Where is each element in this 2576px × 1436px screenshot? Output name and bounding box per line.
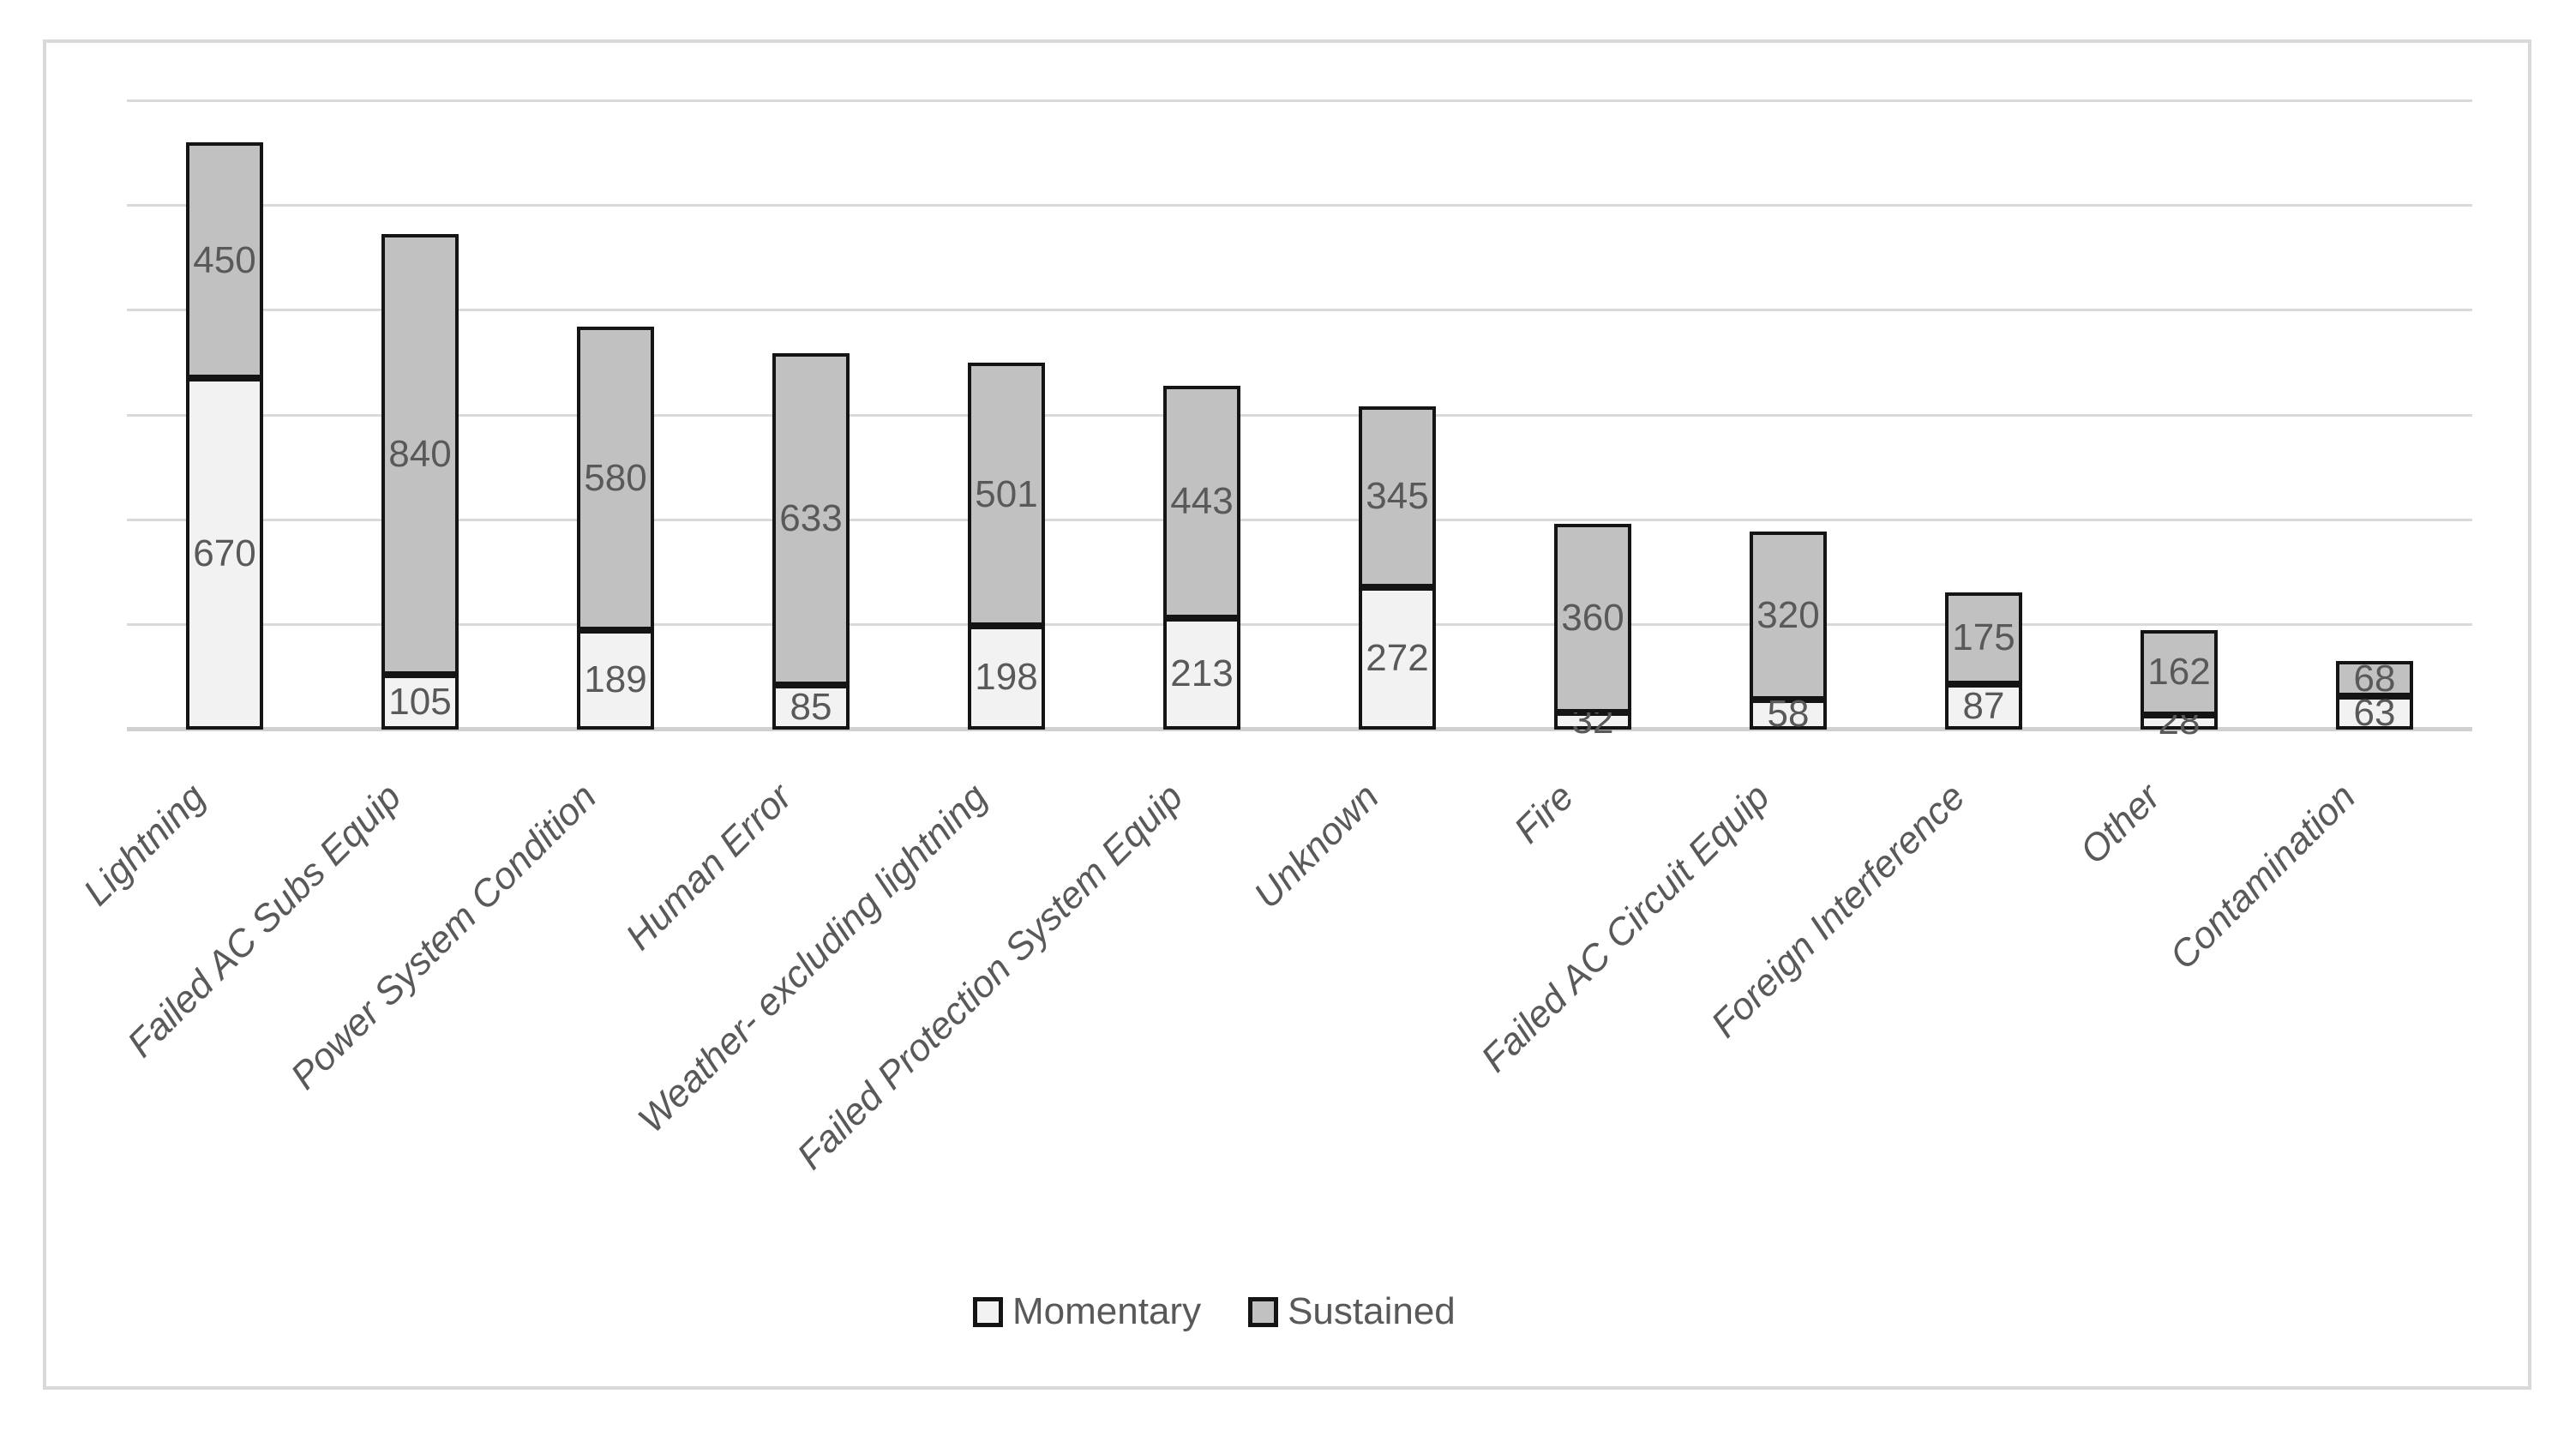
- segment-sustained-foreign-interference[interactable]: 175: [1945, 592, 2022, 684]
- data-label-momentary-foreign-interference: 87: [1962, 685, 2005, 728]
- segment-momentary-lightning[interactable]: 670: [186, 378, 263, 730]
- data-label-sustained-weather-excluding-lightning: 501: [975, 472, 1038, 515]
- segment-sustained-failed-protection-system-equip[interactable]: 443: [1163, 385, 1240, 618]
- segment-momentary-power-system-condition[interactable]: 189: [577, 630, 654, 730]
- segment-sustained-human-error[interactable]: 633: [772, 352, 850, 686]
- data-label-momentary-power-system-condition: 189: [584, 658, 647, 701]
- segment-momentary-foreign-interference[interactable]: 87: [1945, 683, 2022, 730]
- segment-sustained-other[interactable]: 162: [2141, 629, 2218, 715]
- data-label-sustained-lightning: 450: [193, 238, 256, 281]
- segment-sustained-fire[interactable]: 360: [1554, 524, 1631, 713]
- segment-momentary-weather-excluding-lightning[interactable]: 198: [968, 625, 1045, 730]
- data-label-momentary-contamination: 63: [2353, 691, 2396, 734]
- data-label-sustained-foreign-interference: 175: [1952, 616, 2015, 659]
- data-label-sustained-other: 162: [2147, 651, 2211, 694]
- bar-failed-protection-system-equip: 213 443: [1163, 100, 1240, 730]
- legend: Momentary Sustained: [973, 1289, 1456, 1334]
- data-label-sustained-fire: 360: [1561, 597, 1624, 640]
- legend-label-momentary: Momentary: [1012, 1290, 1202, 1332]
- bar-other: 28 162: [2141, 100, 2218, 741]
- data-label-sustained-failed-ac-circuit-equip: 320: [1756, 593, 1820, 636]
- segment-sustained-contamination[interactable]: 68: [2336, 657, 2413, 700]
- data-label-sustained-human-error: 633: [779, 497, 843, 540]
- segment-momentary-fire[interactable]: 32: [1554, 702, 1631, 740]
- data-label-sustained-power-system-condition: 580: [584, 457, 647, 500]
- data-label-momentary-lightning: 670: [193, 532, 256, 575]
- data-label-momentary-failed-ac-circuit-equip: 58: [1767, 693, 1810, 736]
- segment-sustained-power-system-condition[interactable]: 580: [577, 326, 654, 631]
- segment-momentary-unknown[interactable]: 272: [1359, 586, 1436, 730]
- bar-power-system-condition: 189 580: [577, 100, 654, 730]
- bar-foreign-interference: 87 175: [1945, 100, 2022, 730]
- gridline-1200: [127, 99, 2472, 102]
- legend-swatch-sustained: [1248, 1296, 1279, 1327]
- bar-weather-excluding-lightning: 198 501: [968, 100, 1045, 730]
- gridline-400: [127, 518, 2472, 521]
- bar-failed-ac-subs-equip: 105 840: [381, 100, 459, 730]
- data-label-sustained-contamination: 68: [2353, 657, 2396, 700]
- gridline-600: [127, 413, 2472, 417]
- plot-area: 670 450 105 840 189 580 85 633 198 501 213 443 272 34…: [127, 99, 2472, 741]
- legend-item-momentary[interactable]: Momentary: [973, 1293, 1201, 1331]
- segment-momentary-failed-ac-circuit-equip[interactable]: 58: [1750, 695, 1827, 733]
- gridline-1000: [127, 203, 2472, 207]
- data-label-momentary-failed-protection-system-equip: 213: [1170, 652, 1234, 694]
- segment-sustained-unknown[interactable]: 345: [1359, 406, 1436, 587]
- bar-failed-ac-circuit-equip: 58 320: [1750, 100, 1827, 733]
- gridline-800: [127, 309, 2472, 312]
- data-label-momentary-unknown: 272: [1366, 636, 1429, 679]
- bar-fire: 32 360: [1554, 100, 1631, 740]
- segment-momentary-other[interactable]: 28: [2141, 703, 2218, 741]
- segment-sustained-failed-ac-circuit-equip[interactable]: 320: [1750, 531, 1827, 700]
- segment-sustained-lightning[interactable]: 450: [186, 141, 263, 379]
- data-label-sustained-unknown: 345: [1366, 475, 1429, 518]
- segment-momentary-contamination[interactable]: 63: [2336, 691, 2413, 734]
- segment-momentary-human-error[interactable]: 85: [772, 685, 850, 730]
- data-label-sustained-failed-protection-system-equip: 443: [1170, 480, 1234, 523]
- data-label-momentary-failed-ac-subs-equip: 105: [388, 680, 452, 723]
- segment-sustained-weather-excluding-lightning[interactable]: 501: [968, 363, 1045, 626]
- bar-human-error: 85 633: [772, 100, 850, 730]
- legend-label-sustained: Sustained: [1288, 1290, 1456, 1332]
- bar-lightning: 670 450: [186, 100, 263, 730]
- legend-swatch-momentary: [973, 1296, 1003, 1327]
- segment-momentary-failed-ac-subs-equip[interactable]: 105: [381, 674, 459, 730]
- data-label-momentary-human-error: 85: [790, 686, 832, 729]
- gridline-200: [127, 623, 2472, 627]
- legend-item-sustained[interactable]: Sustained: [1248, 1293, 1456, 1331]
- bar-unknown: 272 345: [1359, 100, 1436, 730]
- bar-contamination: 63 68: [2336, 100, 2413, 734]
- x-axis-line: [127, 727, 2472, 731]
- segment-sustained-failed-ac-subs-equip[interactable]: 840: [381, 233, 459, 675]
- data-label-momentary-weather-excluding-lightning: 198: [975, 656, 1038, 699]
- data-label-sustained-failed-ac-subs-equip: 840: [388, 432, 452, 475]
- segment-momentary-failed-protection-system-equip[interactable]: 213: [1163, 617, 1240, 730]
